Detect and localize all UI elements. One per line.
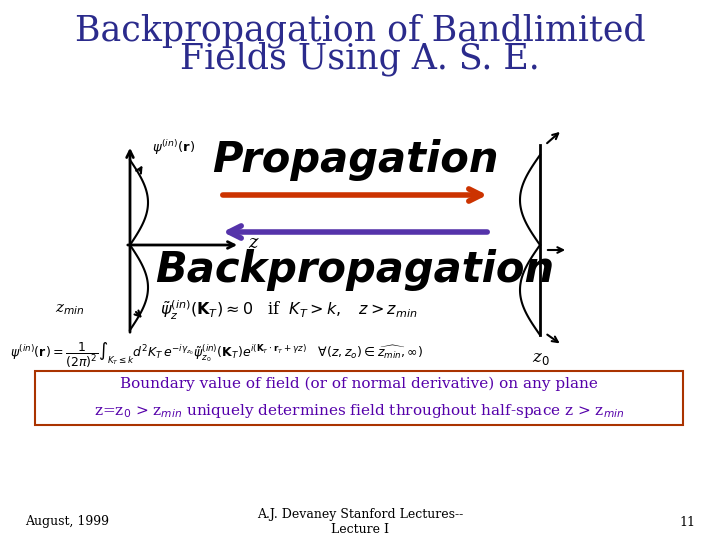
Text: $\tilde{\psi}_z^{(in)}(\mathbf{K}_T) \approx 0$   if  $K_T > k,$   $z > z_{min}$: $\tilde{\psi}_z^{(in)}(\mathbf{K}_T) \ap… <box>160 299 418 322</box>
Text: Propagation: Propagation <box>212 139 498 181</box>
Text: 11: 11 <box>679 516 695 529</box>
Text: $\psi^{(in)}(\mathbf{r}) = \dfrac{1}{(2\pi)^2}\int_{K_T \leq k} d^2K_T\, e^{-i\g: $\psi^{(in)}(\mathbf{r}) = \dfrac{1}{(2\… <box>10 340 423 369</box>
Text: Backpropagation: Backpropagation <box>156 249 554 291</box>
Text: z$_{min}$: z$_{min}$ <box>55 302 85 318</box>
Text: A.J. Devaney Stanford Lectures--
Lecture I: A.J. Devaney Stanford Lectures-- Lecture… <box>257 508 463 536</box>
Text: $\psi^{(in)}(\mathbf{r})$: $\psi^{(in)}(\mathbf{r})$ <box>152 138 195 157</box>
Text: Boundary value of field (or of normal derivative) on any plane: Boundary value of field (or of normal de… <box>120 377 598 391</box>
Text: Backpropagation of Bandlimited: Backpropagation of Bandlimited <box>75 13 645 48</box>
Text: August, 1999: August, 1999 <box>25 516 109 529</box>
Text: Fields Using A. S. E.: Fields Using A. S. E. <box>180 42 540 77</box>
Text: z=z$_0$ > z$_{min}$ uniquely determines field throughout half-space z > z$_{min}: z=z$_0$ > z$_{min}$ uniquely determines … <box>94 402 624 420</box>
Text: z$_0$: z$_0$ <box>532 350 549 367</box>
FancyBboxPatch shape <box>35 371 683 425</box>
Text: z: z <box>248 234 258 252</box>
